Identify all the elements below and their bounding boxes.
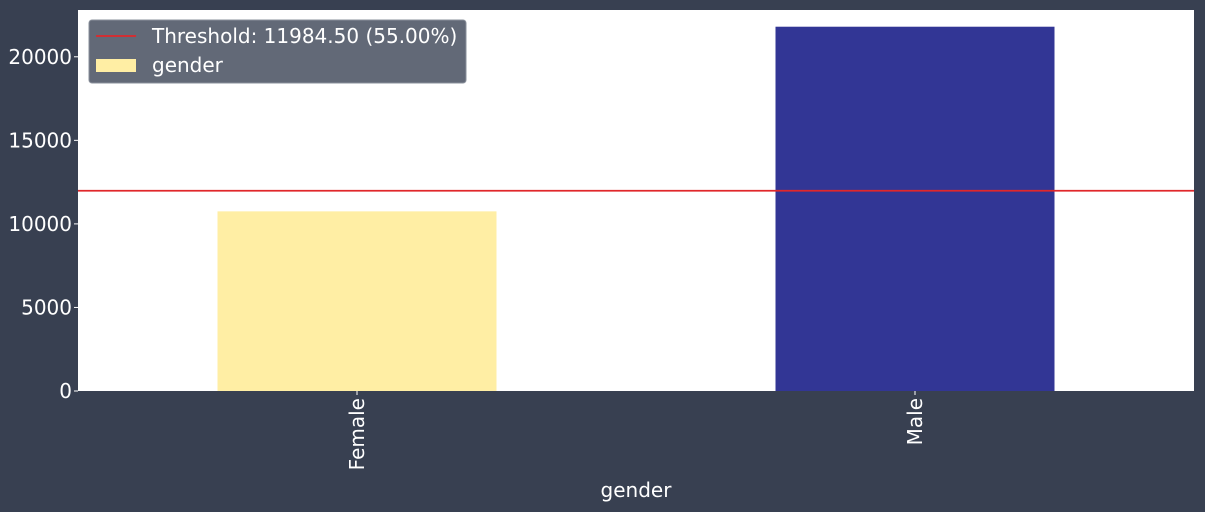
y-tick-label: 5000 — [21, 295, 72, 319]
x-tick-label-male: Male — [903, 398, 927, 445]
y-tick-label: 10000 — [8, 212, 72, 236]
bars-layer — [217, 26, 1055, 392]
bar-female — [217, 211, 497, 391]
legend-gender-label: gender — [152, 53, 224, 77]
legend-threshold-label: Threshold: 11984.50 (55.00%) — [151, 24, 457, 48]
x-axis-label: gender — [601, 478, 673, 502]
y-tick-label: 20000 — [8, 45, 72, 69]
y-tick-label: 0 — [59, 379, 72, 403]
legend: Threshold: 11984.50 (55.00%) gender — [88, 19, 467, 84]
y-axis: 0 5000 10000 15000 20000 — [8, 45, 78, 403]
legend-gender-swatch — [96, 59, 136, 72]
bar-male — [775, 26, 1055, 392]
x-axis: Female Male — [345, 391, 927, 470]
x-tick-label-female: Female — [345, 398, 369, 470]
y-tick-label: 15000 — [8, 128, 72, 152]
legend-box — [88, 19, 467, 84]
